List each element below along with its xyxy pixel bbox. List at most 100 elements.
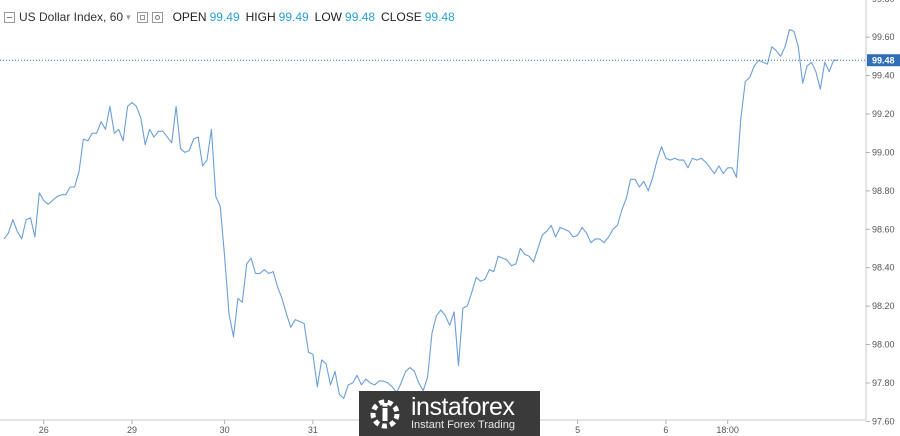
price-point (577, 235, 578, 236)
chevron-down-icon[interactable]: ▾ (126, 11, 131, 22)
price-point (224, 256, 225, 257)
price-point (109, 106, 110, 107)
price-point (361, 384, 362, 385)
y-tick-label: 99.40 (872, 71, 895, 81)
circle-square-icon[interactable] (151, 11, 163, 23)
price-point (551, 225, 552, 226)
price-point (436, 315, 437, 316)
price-point (674, 158, 675, 159)
price-point (26, 219, 27, 220)
x-tick-label: 18:00 (716, 425, 739, 435)
price-point (776, 50, 777, 51)
price-point (370, 383, 371, 384)
x-tick-label: 26 (39, 425, 49, 435)
price-point (286, 313, 287, 314)
price-point (793, 31, 794, 32)
price-point (136, 106, 137, 107)
price-point (802, 83, 803, 84)
price-point (502, 258, 503, 259)
price-point (167, 137, 168, 138)
price-point (365, 379, 366, 380)
price-point (65, 194, 66, 195)
price-point (688, 167, 689, 168)
price-point (480, 281, 481, 282)
price-point (317, 386, 318, 387)
price-point (529, 256, 530, 257)
price-point (670, 160, 671, 161)
high-label: HIGH (245, 10, 276, 24)
price-point (613, 229, 614, 230)
price-point (17, 231, 18, 232)
y-tick-label: 99.60 (872, 32, 895, 42)
price-point (34, 237, 35, 238)
price-point (608, 237, 609, 238)
price-point (83, 139, 84, 140)
price-point (807, 66, 808, 67)
price-point (820, 89, 821, 90)
price-point (736, 177, 737, 178)
price-point (780, 56, 781, 57)
price-line (3, 28, 838, 399)
y-tick-label: 98.40 (872, 263, 895, 273)
price-point (118, 129, 119, 130)
price-point (723, 173, 724, 174)
price-axis[interactable]: 97.60 97.80 98.00 98.20 98.40 98.60 98.80 99.00… (865, 0, 895, 426)
price-point (683, 160, 684, 161)
price-point (233, 336, 234, 337)
price-point (180, 148, 181, 149)
price-point (52, 200, 53, 201)
collapse-square-icon[interactable] (4, 11, 15, 23)
price-point (4, 238, 5, 239)
x-tick-label: 5 (575, 425, 580, 435)
price-point (740, 117, 741, 118)
price-point (357, 375, 358, 376)
price-point (229, 313, 230, 314)
price-point (427, 377, 428, 378)
last-price-label: 99.48 (872, 56, 895, 66)
price-point (732, 167, 733, 168)
price-point (140, 117, 141, 118)
price-point (392, 386, 393, 387)
price-point (401, 383, 402, 384)
price-point (639, 187, 640, 188)
price-point (586, 233, 587, 234)
price-point (537, 248, 538, 249)
price-point (92, 133, 93, 134)
y-tick-label: 97.80 (872, 378, 895, 388)
price-point (405, 371, 406, 372)
price-point (498, 256, 499, 257)
price-point (440, 310, 441, 311)
price-point (661, 146, 662, 147)
price-point (546, 231, 547, 232)
price-point (679, 160, 680, 161)
price-point (652, 177, 653, 178)
price-point (220, 206, 221, 207)
price-point (489, 269, 490, 270)
price-point (520, 248, 521, 249)
price-point (295, 319, 296, 320)
price-point (410, 367, 411, 368)
price-point (246, 263, 247, 264)
price-point (635, 179, 636, 180)
square-icon[interactable] (136, 11, 148, 23)
price-point (43, 200, 44, 201)
price-point (714, 173, 715, 174)
price-point (132, 102, 133, 103)
y-tick-label: 98.00 (872, 340, 895, 350)
price-point (171, 142, 172, 143)
y-tick-label: 98.80 (872, 186, 895, 196)
price-point (467, 306, 468, 307)
price-point (352, 383, 353, 384)
open-label: OPEN (172, 10, 207, 24)
price-point (599, 238, 600, 239)
price-point (312, 354, 313, 355)
price-point (758, 60, 759, 61)
y-tick-label: 98.60 (872, 224, 895, 234)
symbol-title: US Dollar Index, 60 (19, 10, 124, 24)
price-point (621, 210, 622, 211)
price-point (308, 352, 309, 353)
price-point (445, 315, 446, 316)
price-point (348, 384, 349, 385)
